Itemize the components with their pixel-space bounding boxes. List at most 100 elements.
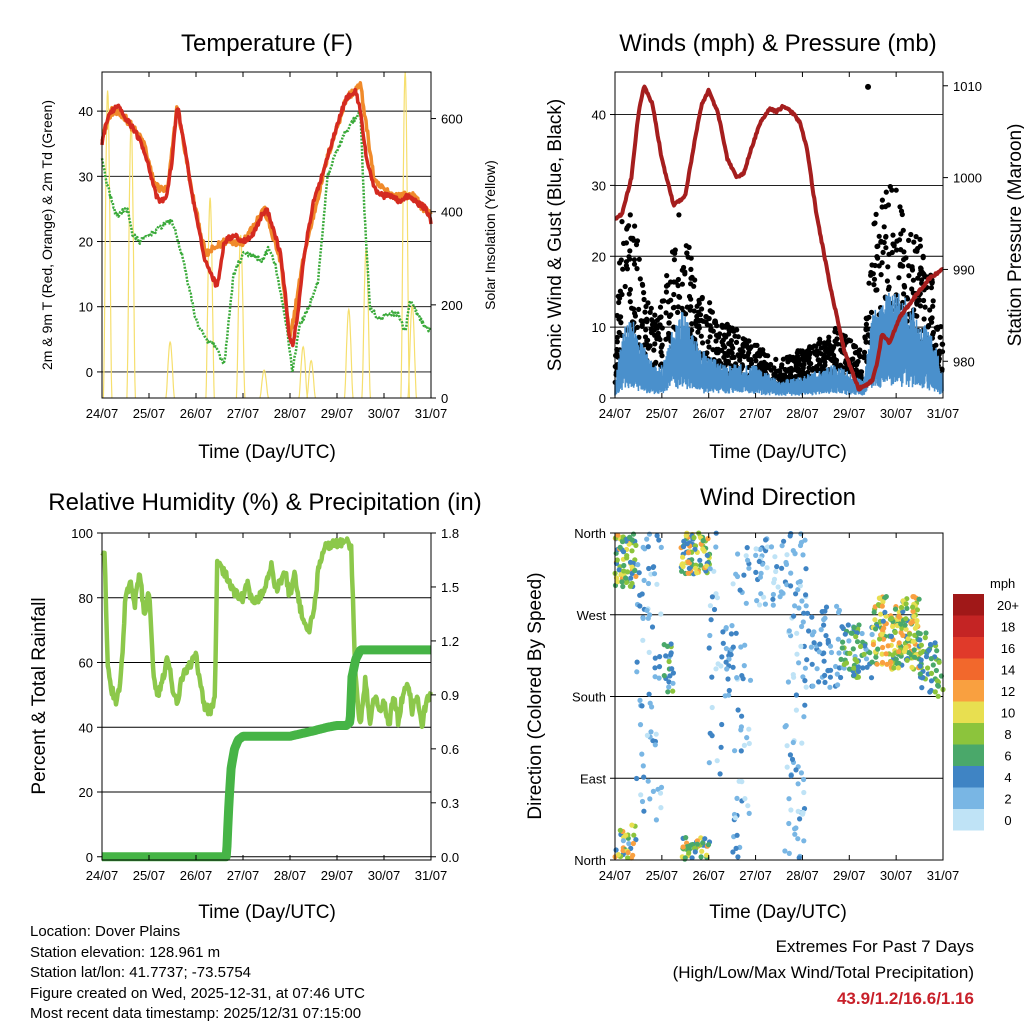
gust-point xyxy=(705,339,711,345)
gust-point xyxy=(814,352,820,358)
direction-point xyxy=(842,631,848,637)
direction-point xyxy=(799,598,805,604)
direction-point xyxy=(646,531,653,537)
direction-point xyxy=(668,650,674,656)
y-tick-label: 30 xyxy=(592,178,606,193)
gust-point xyxy=(724,352,731,358)
direction-point xyxy=(620,583,626,590)
direction-point xyxy=(645,544,651,550)
gust-point xyxy=(614,334,620,340)
recent-data-timestamp: Most recent data timestamp: 2025/12/31 0… xyxy=(30,1005,362,1022)
direction-point xyxy=(682,855,688,861)
gust-point xyxy=(728,349,734,355)
gust-point xyxy=(675,304,681,310)
x-tick-label: 26/07 xyxy=(180,868,213,883)
direction-point xyxy=(835,682,841,688)
direction-point xyxy=(880,618,886,624)
gust-point xyxy=(730,345,736,351)
direction-point xyxy=(850,646,856,652)
x-tick-label: 26/07 xyxy=(180,406,213,421)
direction-point xyxy=(879,651,885,657)
gust-point xyxy=(853,367,859,373)
x-tick-label: 31/07 xyxy=(415,868,448,883)
direction-point xyxy=(702,836,708,842)
gust-point xyxy=(683,243,689,249)
gust-point xyxy=(858,372,864,378)
winds-plot-frame xyxy=(614,71,944,399)
gust-point xyxy=(682,271,688,277)
gust-point xyxy=(652,341,658,347)
direction-point xyxy=(796,605,802,611)
direction-point xyxy=(770,602,776,608)
direction-point xyxy=(623,575,629,581)
gust-point xyxy=(803,351,809,358)
direction-point xyxy=(774,564,780,570)
dewpoint-2m-line xyxy=(100,109,432,373)
direction-point xyxy=(838,656,844,663)
gust-point xyxy=(917,297,923,303)
gust-point xyxy=(691,308,697,314)
gust-point xyxy=(637,276,643,282)
direction-point xyxy=(720,640,726,646)
colorbar-title: mph xyxy=(990,576,1015,591)
direction-point xyxy=(640,615,646,622)
gust-point xyxy=(885,202,892,208)
gust-point xyxy=(699,306,705,312)
direction-point xyxy=(799,740,805,746)
winds-x-ticks: 24/07 25/07 26/07 27/07 28/07 29/07 30/07 31/07 xyxy=(599,72,959,421)
gust-point xyxy=(886,251,892,257)
direction-point xyxy=(719,654,725,660)
direction-point xyxy=(627,534,633,541)
direction-point xyxy=(735,854,741,860)
gust-point xyxy=(719,323,725,329)
direction-point xyxy=(770,591,777,598)
gust-point xyxy=(925,324,931,330)
direction-point xyxy=(632,568,638,574)
direction-point xyxy=(802,665,809,671)
direction-point xyxy=(698,562,704,568)
gust-point xyxy=(816,341,823,347)
direction-point xyxy=(657,654,663,660)
direction-point xyxy=(685,559,691,565)
direction-point xyxy=(652,674,658,680)
direction-point xyxy=(711,606,718,613)
direction-point xyxy=(647,700,653,706)
direction-point xyxy=(864,664,870,670)
direction-point xyxy=(793,767,799,773)
direction-point xyxy=(648,729,654,735)
direction-point xyxy=(758,570,764,577)
insolation-right-ticks: 0 200 400 600 xyxy=(431,112,463,406)
x-tick-label: 31/07 xyxy=(927,868,960,883)
direction-point xyxy=(822,679,828,686)
gust-point xyxy=(822,362,828,368)
gust-point xyxy=(810,365,816,372)
direction-point xyxy=(814,666,820,672)
gust-point xyxy=(753,358,759,364)
direction-point xyxy=(896,649,902,655)
direction-point xyxy=(827,684,833,690)
direction-point xyxy=(732,815,739,821)
x-tick-label: 30/07 xyxy=(368,868,401,883)
direction-point xyxy=(679,568,685,574)
gust-point xyxy=(797,357,803,363)
direction-point xyxy=(896,613,902,620)
direction-point xyxy=(624,555,630,561)
gust-point xyxy=(781,375,787,381)
gust-point xyxy=(636,256,642,262)
direction-point xyxy=(914,618,920,624)
gust-point xyxy=(906,273,912,279)
gust-point xyxy=(733,339,740,345)
direction-point xyxy=(626,841,632,847)
y-tick-label: 20 xyxy=(592,249,606,264)
gust-point xyxy=(633,242,640,248)
direction-point xyxy=(685,570,691,576)
direction-point xyxy=(730,849,736,855)
gust-point xyxy=(891,243,897,249)
winds-pressure-title: Winds (mph) & Pressure (mb) xyxy=(619,30,936,57)
gust-point xyxy=(672,247,678,253)
direction-point xyxy=(883,651,889,657)
direction-point xyxy=(911,647,917,653)
direction-point xyxy=(680,844,686,850)
direction-point xyxy=(629,564,635,570)
gust-point xyxy=(788,366,794,372)
